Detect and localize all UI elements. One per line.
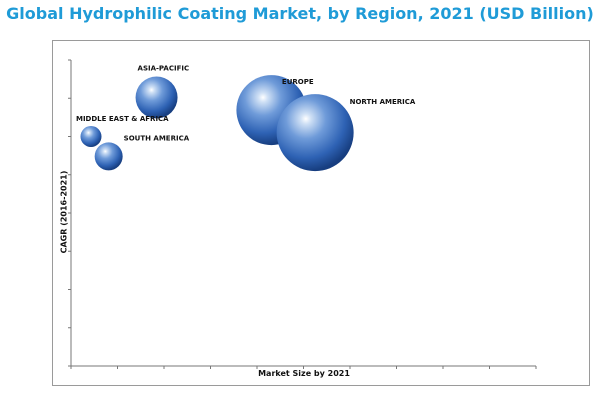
y-axis-label: CAGR (2016-2021) xyxy=(59,170,69,254)
bubble xyxy=(94,142,123,171)
bubble xyxy=(80,126,102,147)
bubble xyxy=(135,76,178,119)
bubble-label: ASIA-PACIFIC xyxy=(138,64,190,72)
bubble-label: SOUTH AMERICA xyxy=(124,134,190,142)
bubble-label: NORTH AMERICA xyxy=(350,98,416,106)
x-axis-label: Market Size by 2021 xyxy=(258,369,350,378)
bubble xyxy=(276,94,354,172)
chart-title: Global Hydrophilic Coating Market, by Re… xyxy=(6,4,594,23)
bubble-label: MIDDLE EAST & AFRICA xyxy=(76,115,169,123)
bubble-chart: ASIA-PACIFIC EUROPE NORTH AMERICA MIDDLE EA… xyxy=(68,59,537,369)
bubble-label: EUROPE xyxy=(282,78,314,86)
